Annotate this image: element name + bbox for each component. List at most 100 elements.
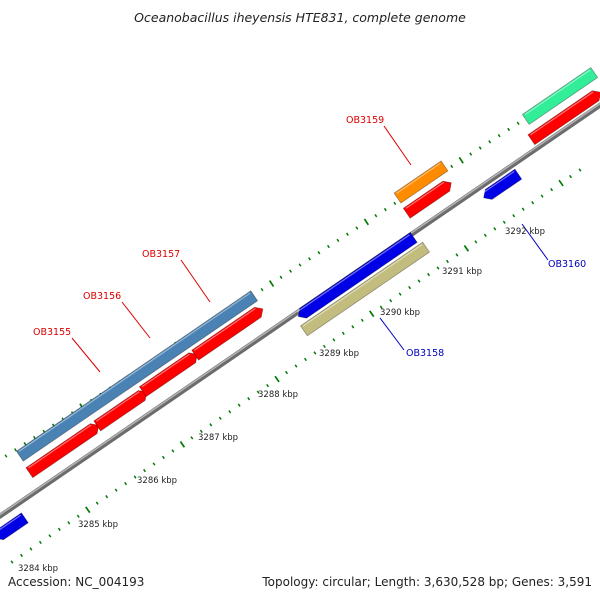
gene-label-ob3159[interactable]: OB3159 <box>346 115 384 126</box>
cds-forward[interactable] <box>191 304 266 361</box>
inner-minor-tick <box>190 436 194 440</box>
outer-minor-tick <box>488 140 492 144</box>
outer-minor-tick <box>279 275 283 279</box>
cds-ob3157[interactable] <box>138 349 200 398</box>
inner-minor-tick <box>379 305 383 309</box>
inner-minor-tick <box>322 344 326 349</box>
genome-summary-label: Topology: circular; Length: 3,630,528 bp… <box>261 575 592 589</box>
gene-label-ob3160[interactable]: OB3160 <box>548 259 586 270</box>
outer-minor-tick <box>336 238 340 243</box>
callout-line <box>121 301 151 339</box>
cds-ob3160[interactable] <box>480 168 523 203</box>
inner-minor-tick <box>427 272 431 277</box>
inner-minor-tick <box>436 266 440 270</box>
callout-line <box>180 259 211 303</box>
outer-minor-tick <box>516 121 520 125</box>
inner-minor-tick <box>237 403 241 407</box>
outer-minor-tick <box>260 287 264 292</box>
inner-minor-tick <box>540 194 544 198</box>
outer-major-tick <box>268 280 275 287</box>
outer-minor-tick <box>317 251 321 255</box>
inner-minor-tick <box>228 410 232 414</box>
cog-bar-right[interactable] <box>521 67 599 125</box>
gene-label-ob3155[interactable]: OB3155 <box>33 327 71 338</box>
inner-minor-tick <box>48 534 52 538</box>
outer-minor-tick <box>497 133 501 138</box>
outer-minor-tick <box>469 152 473 156</box>
tick-label: 3286 kbp <box>137 476 177 486</box>
outer-minor-tick <box>308 257 311 261</box>
outer-major-tick <box>458 156 464 164</box>
inner-minor-tick <box>408 285 412 290</box>
inner-tick-track <box>10 168 582 564</box>
inner-minor-tick <box>303 357 307 362</box>
cds-ob3158[interactable] <box>295 231 418 322</box>
map-title: Oceanobacillus iheyensis HTE831, complet… <box>134 10 466 25</box>
cds-ob3155[interactable] <box>25 420 102 479</box>
inner-minor-tick <box>389 299 393 303</box>
outer-minor-tick <box>383 207 387 212</box>
inner-minor-tick <box>398 292 402 296</box>
inner-minor-tick <box>38 540 42 545</box>
inner-minor-tick <box>531 201 535 205</box>
inner-minor-tick <box>57 527 61 531</box>
inner-minor-tick <box>76 514 80 518</box>
inner-minor-tick <box>199 429 203 433</box>
inner-minor-tick <box>67 521 71 525</box>
callout-line <box>379 317 405 351</box>
tick-label: 3290 kbp <box>380 308 420 318</box>
callout-line <box>71 337 101 373</box>
gene-callouts: OB3155 OB3156 OB3157 OB3158 OB3159 OB3160 <box>33 115 586 373</box>
inner-minor-tick <box>455 253 459 257</box>
inner-minor-tick <box>143 468 147 473</box>
inner-major-tick <box>558 179 564 187</box>
inner-major-tick <box>463 245 470 252</box>
inner-minor-tick <box>256 390 260 394</box>
inner-minor-tick <box>114 488 118 492</box>
gene-label-ob3157[interactable]: OB3157 <box>142 249 180 260</box>
inner-minor-tick <box>332 338 336 342</box>
gene-label-ob3158[interactable]: OB3158 <box>406 348 444 359</box>
inner-minor-tick <box>521 207 525 211</box>
inner-minor-tick <box>105 495 109 499</box>
outer-minor-tick <box>507 127 511 132</box>
outer-minor-tick <box>374 214 378 218</box>
inner-minor-tick <box>578 168 582 172</box>
inner-minor-tick <box>313 351 317 355</box>
inner-major-tick <box>274 375 280 383</box>
callout-line <box>383 125 412 166</box>
tick-label: 3284 kbp <box>18 564 58 574</box>
outer-minor-tick <box>298 263 302 267</box>
cds-ob3159[interactable] <box>402 178 454 219</box>
outer-minor-tick <box>355 226 359 230</box>
inner-minor-tick <box>294 364 298 368</box>
inner-minor-tick <box>512 214 516 218</box>
outer-minor-tick <box>289 269 292 273</box>
cds-reverse-left[interactable] <box>0 512 29 543</box>
inner-minor-tick <box>19 553 23 558</box>
accession-label: Accession: NC_004193 <box>8 575 144 589</box>
inner-minor-tick <box>445 259 449 264</box>
tick-label: 3288 kbp <box>258 390 298 400</box>
outer-minor-tick <box>393 201 397 206</box>
cog-bar-ob3158[interactable] <box>299 241 431 337</box>
inner-minor-tick <box>209 423 213 427</box>
inner-major-tick <box>369 310 375 318</box>
cog-bar-ob3159[interactable] <box>393 160 449 204</box>
inner-minor-tick <box>285 370 289 375</box>
inner-minor-tick <box>161 455 165 460</box>
inner-major-tick <box>179 441 186 448</box>
outer-minor-tick <box>345 232 349 236</box>
inner-minor-tick <box>247 397 251 401</box>
gene-label-ob3156[interactable]: OB3156 <box>83 291 121 302</box>
inner-minor-tick <box>474 240 478 244</box>
cog-bar-ob3155-ob3157[interactable] <box>15 290 259 462</box>
tick-label: 3289 kbp <box>319 349 359 359</box>
outer-minor-tick <box>33 435 36 440</box>
inner-minor-tick <box>133 475 137 479</box>
tick-labels: 3284 kbp 3285 kbp 3286 kbp 3287 kbp 3288 kbp… <box>18 227 545 574</box>
outer-minor-tick <box>327 244 330 249</box>
inner-minor-tick <box>483 233 487 237</box>
